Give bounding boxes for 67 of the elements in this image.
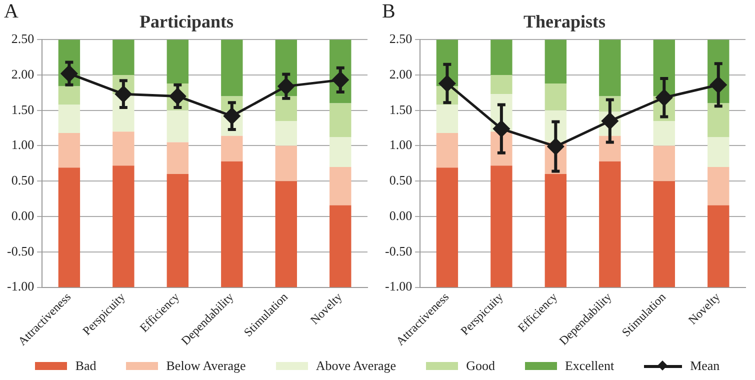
bar — [490, 74, 512, 94]
bar — [275, 181, 297, 288]
y-tick-label: 0.50 — [389, 172, 412, 188]
legend-label: Excellent — [564, 358, 614, 374]
bar — [112, 166, 134, 288]
bar — [436, 133, 458, 168]
bar — [708, 137, 730, 167]
bar — [708, 205, 730, 288]
bar — [653, 120, 675, 146]
bar — [112, 132, 134, 166]
bar — [221, 136, 243, 162]
y-tick-label: 2.00 — [11, 66, 34, 82]
y-tick-label: -0.50 — [6, 243, 34, 258]
bar — [275, 96, 297, 121]
bar — [544, 40, 567, 84]
bar — [436, 168, 458, 288]
y-tick-label: 1.00 — [389, 137, 412, 152]
y-tick-label: 2.50 — [389, 31, 412, 46]
y-tick-label: 2.50 — [11, 31, 34, 46]
bar — [330, 103, 352, 138]
y-tick-label: -0.50 — [384, 243, 412, 258]
y-tick-label: 1.50 — [389, 102, 412, 117]
legend-label: Above Average — [316, 358, 396, 374]
bar — [221, 40, 243, 96]
legend-label: Good — [466, 358, 495, 374]
bar — [490, 166, 512, 288]
y-tick-label: 0.00 — [389, 208, 412, 223]
text: B — [382, 0, 396, 22]
bar — [58, 104, 80, 134]
legend-label: Bad — [75, 358, 96, 374]
bar — [330, 137, 352, 167]
bar — [221, 161, 243, 288]
bar — [58, 86, 80, 105]
legend-label: Mean — [690, 358, 720, 374]
bar — [599, 136, 621, 162]
bar — [599, 161, 621, 288]
y-tick-label: 1.50 — [11, 102, 34, 117]
bar — [330, 205, 352, 288]
bar — [58, 168, 80, 288]
y-tick-label: -1.00 — [6, 278, 34, 294]
chart-title: Therapists — [523, 11, 606, 32]
bar — [653, 181, 675, 288]
chart-title: Participants — [140, 11, 234, 32]
text: A — [4, 0, 19, 22]
y-tick-label: 0.50 — [11, 172, 34, 188]
y-tick-label: 2.00 — [389, 66, 412, 82]
bar — [166, 142, 189, 174]
bar — [275, 146, 297, 182]
bar — [112, 40, 134, 75]
bar — [653, 146, 675, 182]
bar — [490, 40, 512, 75]
bar — [436, 104, 458, 134]
bar — [708, 166, 730, 206]
y-tick-label: 1.00 — [11, 137, 34, 152]
bar — [330, 166, 352, 206]
bar — [166, 174, 189, 288]
bar — [544, 83, 567, 110]
bar — [166, 40, 189, 84]
bar — [708, 103, 730, 138]
legend-label: Below Average — [166, 358, 246, 374]
bar — [599, 40, 621, 96]
bar — [58, 133, 80, 168]
bar — [544, 174, 567, 288]
y-tick-label: 0.00 — [11, 208, 34, 223]
y-tick-label: -1.00 — [384, 278, 412, 294]
bar — [275, 120, 297, 146]
bar — [166, 110, 189, 142]
